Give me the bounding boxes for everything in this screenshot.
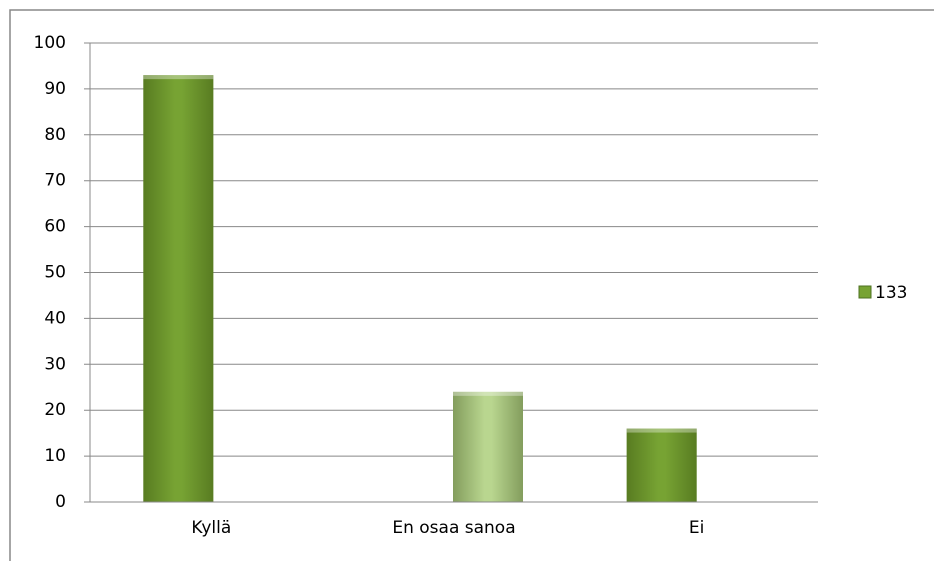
bar-shading bbox=[626, 428, 697, 502]
x-tick-label: Kyllä bbox=[191, 518, 231, 538]
chart-frame bbox=[9, 9, 934, 561]
y-tick-label: 50 bbox=[44, 263, 66, 283]
y-tick-label: 80 bbox=[44, 125, 66, 145]
y-tick-label: 40 bbox=[44, 308, 66, 328]
y-tick-label: 100 bbox=[34, 33, 66, 53]
bar-highlight bbox=[143, 75, 214, 80]
x-tick-label: Ei bbox=[689, 518, 704, 538]
y-tick-label: 30 bbox=[44, 354, 66, 374]
x-tick-label: En osaa sanoa bbox=[392, 518, 515, 538]
y-tick-label: 0 bbox=[55, 492, 66, 512]
y-tick-label: 90 bbox=[44, 79, 66, 99]
bar-shading bbox=[143, 75, 214, 502]
bar-highlight bbox=[453, 391, 523, 396]
y-tick-label: 20 bbox=[44, 400, 66, 420]
y-tick-label: 60 bbox=[44, 217, 66, 237]
y-tick-label: 10 bbox=[44, 446, 66, 466]
y-tick-label: 70 bbox=[44, 171, 66, 191]
legend-label: 133 bbox=[875, 283, 907, 303]
bar-highlight bbox=[626, 428, 697, 433]
legend-swatch bbox=[858, 285, 872, 299]
bar-shading bbox=[453, 391, 523, 502]
